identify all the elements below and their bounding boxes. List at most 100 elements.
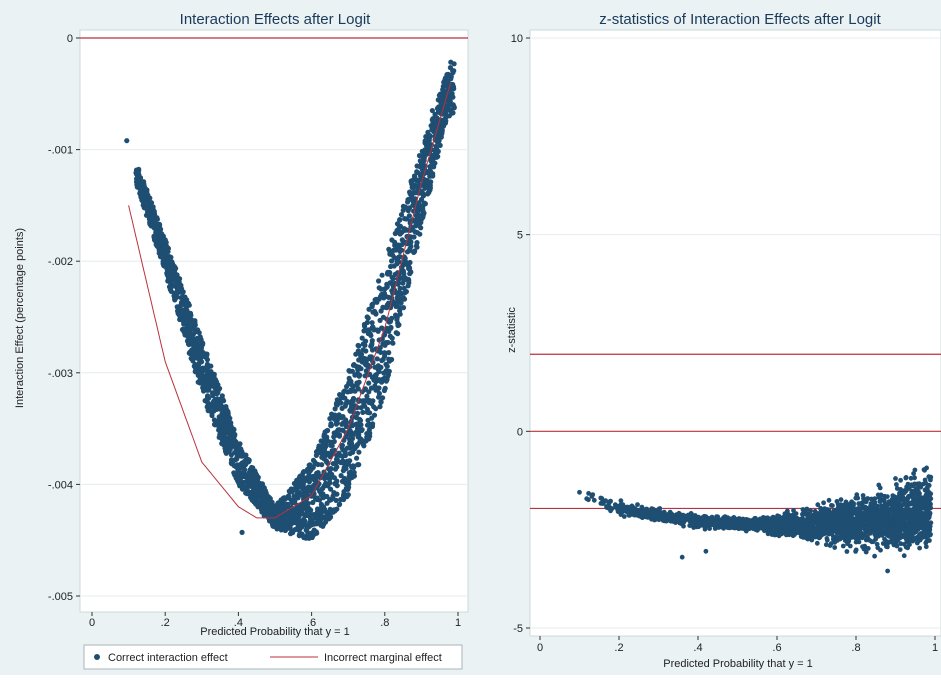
right-data-point [850,530,855,535]
left-data-point [335,483,340,488]
right-data-point [681,517,686,522]
left-data-point [405,197,410,202]
left-data-point [354,415,359,420]
left-data-point [395,323,400,328]
right-data-point [795,528,800,533]
right-data-point [662,510,667,515]
left-data-point [430,173,435,178]
left-data-point [349,405,354,410]
left-data-point [287,489,292,494]
left-data-point [393,272,398,277]
left-data-point [378,294,383,299]
left-chart-title: Interaction Effects after Logit [180,11,371,28]
left-data-point [376,278,381,283]
right-data-point [927,526,932,531]
left-data-point [337,432,342,437]
left-data-point [413,178,418,183]
legend: Correct interaction effect Incorrect mar… [84,645,462,669]
right-data-point [869,514,874,519]
right-data-point [721,525,726,530]
left-data-point [366,381,371,386]
left-panel: Interaction Effects after Logit 0-.001-.… [14,11,468,669]
left-x-tick-label: 0 [89,617,95,629]
right-data-point [821,500,826,505]
left-x-tick-label: .2 [161,617,170,629]
left-data-point [182,302,187,307]
left-data-point [158,252,163,257]
left-data-point [400,237,405,242]
left-data-point [152,237,157,242]
right-data-point [689,522,694,527]
right-data-point [737,526,742,531]
right-data-point [914,522,919,527]
right-data-point [922,467,927,472]
left-data-point [294,527,299,532]
right-data-point [898,478,903,483]
left-data-point [331,434,336,439]
right-data-point [810,513,815,518]
left-data-point [331,507,336,512]
left-data-point [431,125,436,130]
right-data-point [853,496,858,501]
left-data-point [311,458,316,463]
left-data-point [301,469,306,474]
left-data-point [386,295,391,300]
right-data-point [909,515,914,520]
right-data-point [908,501,913,506]
right-data-point [895,544,900,549]
right-data-point [873,512,878,517]
right-data-point [777,518,782,523]
left-data-point [370,320,375,325]
left-data-point [373,375,378,380]
right-data-point [768,530,773,535]
right-data-point [861,493,866,498]
left-data-point [284,513,289,518]
left-data-point [172,297,177,302]
right-data-point [637,508,642,513]
left-data-point [334,422,339,427]
left-data-point [304,487,309,492]
left-data-point [300,511,305,516]
left-data-point [393,231,398,236]
left-data-point [362,356,367,361]
right-data-point [825,536,830,541]
left-data-point [248,495,253,500]
left-data-point [366,307,371,312]
right-data-point [697,520,702,525]
left-data-point [236,464,241,469]
left-data-point [314,521,319,526]
left-x-tick-label: .8 [380,617,389,629]
right-data-point [610,506,615,511]
left-data-point [225,426,230,431]
right-data-point [925,511,930,516]
left-data-point [426,169,431,174]
left-data-point [229,458,234,463]
left-data-point [342,465,347,470]
left-data-point [395,243,400,248]
left-data-point [348,446,353,451]
left-data-point [179,290,184,295]
left-data-point [372,413,377,418]
left-data-point [242,459,247,464]
right-data-point [857,540,862,545]
left-data-point [292,493,297,498]
left-data-point [201,382,206,387]
left-data-point [373,406,378,411]
left-data-point [382,388,387,393]
left-data-point [343,481,348,486]
left-data-point [186,332,191,337]
left-y-tick-label: -.002 [48,256,73,268]
right-data-point [865,518,870,523]
right-data-point [789,526,794,531]
left-data-point [362,324,367,329]
left-x-tick-label: 1 [455,617,461,629]
left-data-point [193,339,198,344]
left-data-point [361,341,366,346]
left-data-point [257,492,262,497]
left-data-point [332,475,337,480]
left-data-point [189,317,194,322]
left-data-point [367,434,372,439]
right-data-point [606,501,611,506]
left-data-point [433,149,438,154]
left-data-point [404,289,409,294]
